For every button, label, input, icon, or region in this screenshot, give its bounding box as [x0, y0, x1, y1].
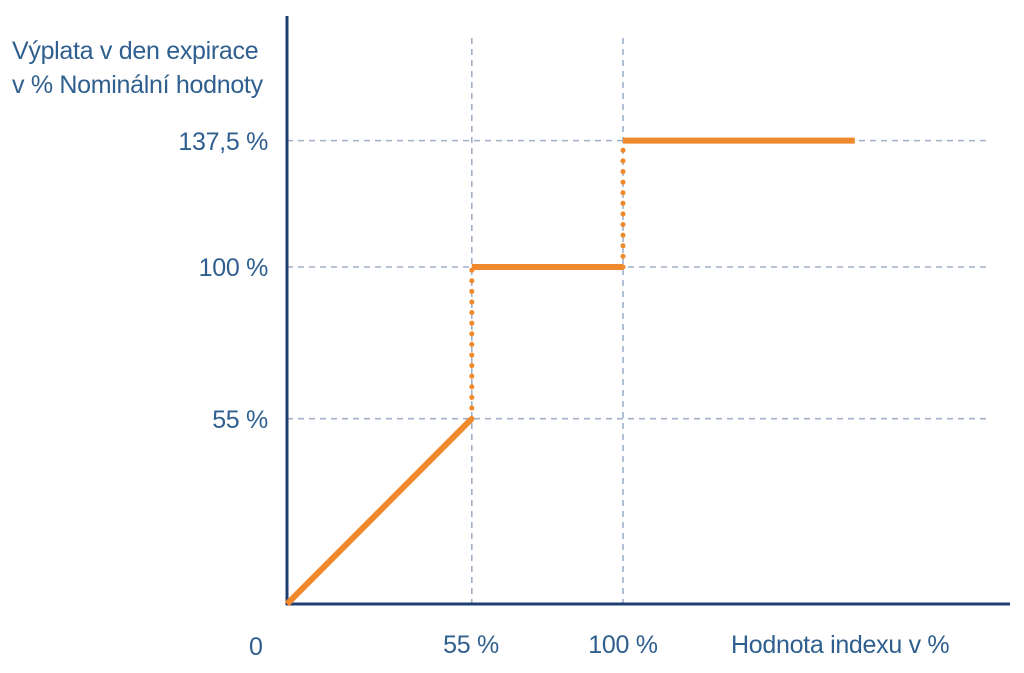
origin-label: 0	[249, 633, 263, 661]
y-tick-100: 100 %	[198, 254, 269, 282]
x-axis-title: Hodnota indexu v %	[731, 631, 950, 659]
y-axis-title-line-1: Výplata v den expirace	[12, 37, 259, 65]
x-tick-100: 100 %	[588, 631, 658, 659]
x-tick-55: 55 %	[443, 631, 499, 659]
y-tick-137-5: 137,5 %	[178, 128, 268, 156]
y-tick-55: 55 %	[212, 406, 268, 434]
y-axis-title-line-2: v % Nominální hodnoty	[12, 71, 263, 99]
payoff-segment-1	[284, 416, 474, 607]
